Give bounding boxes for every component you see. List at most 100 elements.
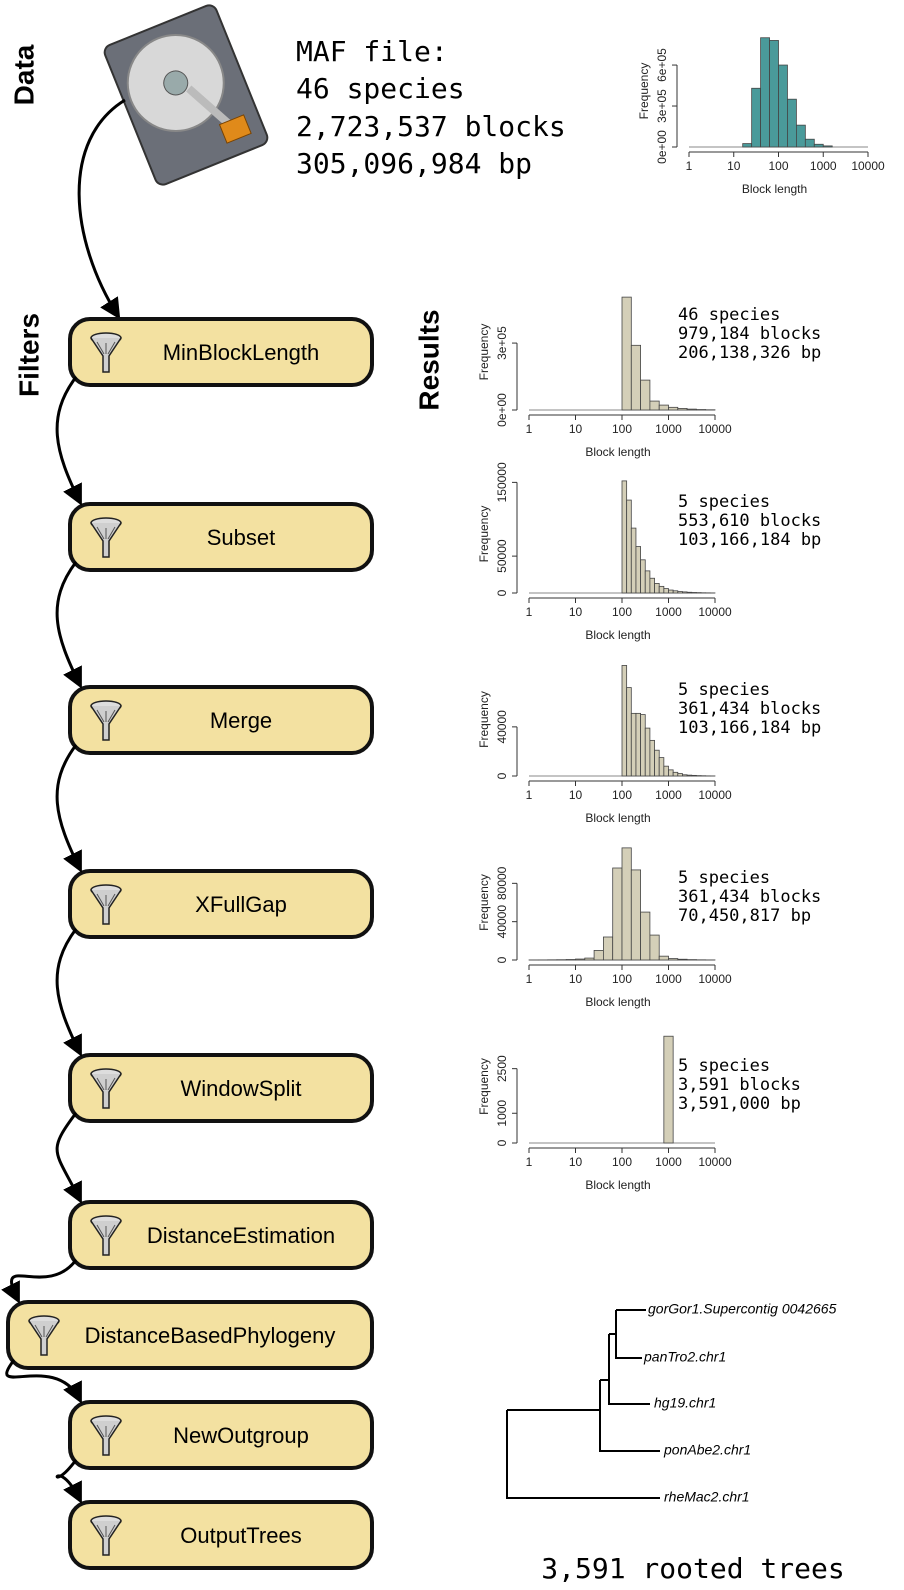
hist-bar [584,957,595,961]
result-stat: 553,610 blocks [678,511,821,531]
section-label: Filters [13,313,44,397]
arrow [55,928,82,1057]
filter-box [68,1200,374,1270]
result-stat: 5 species [678,680,770,700]
x-tick-label: 10000 [698,605,732,619]
arrow [5,1359,82,1404]
hist-bar [658,585,665,594]
x-tick-label: 100 [612,788,632,802]
hist-bar [677,591,683,594]
hist-bar [787,98,797,148]
hist-bar [626,687,632,777]
filter-box [68,1500,374,1570]
arrow [55,1459,82,1504]
result-stat: 979,184 blocks [678,324,821,344]
tree-caption: 3,591 rooted trees [541,1552,844,1585]
x-tick-label: 10000 [698,788,732,802]
hist-bar [621,296,632,411]
filter-box [68,317,374,387]
hist-bar [593,950,604,961]
hist-bar [630,527,637,594]
hist-bar [778,64,788,148]
phylogenetic-tree [506,1309,660,1499]
filter-label: OutputTrees [180,1523,301,1548]
arrow [55,376,82,506]
y-axis-label: Frequency [477,506,491,563]
y-tick-label: 0 [495,589,509,596]
x-tick-label: 100 [768,159,788,173]
result-stat: 103,166,184 bp [678,718,821,738]
x-tick-label: 100 [612,605,632,619]
x-tick-label: 1000 [655,605,682,619]
y-tick-label: 0e+00 [495,393,509,427]
y-tick-label: 3e+05 [495,326,509,360]
x-tick-label: 1000 [810,159,837,173]
y-tick-label: 6e+05 [655,48,669,82]
x-tick-label: 1 [526,788,533,802]
x-tick-label: 10000 [851,159,885,173]
hist-bar [658,404,669,411]
y-tick-label: 80000 [495,866,509,900]
hist-bar [644,570,651,594]
filter-label: XFullGap [195,892,287,917]
hist-bar [796,124,806,148]
y-tick-label: 2500 [495,1055,509,1082]
y-tick-label: 150000 [495,462,509,502]
x-tick-label: 1 [686,159,693,173]
x-axis-label: Block length [585,811,650,825]
y-axis-label: Frequency [637,63,651,120]
result-stat: 5 species [678,492,770,512]
x-tick-label: 10 [569,1155,583,1169]
hist-bar [635,546,642,594]
hist-bar [682,774,688,777]
y-axis-label: Frequency [477,874,491,931]
x-axis-label: Block length [585,445,650,459]
maf-line: MAF file: [296,35,448,68]
result-stat: 361,434 blocks [678,887,821,907]
filter-box [68,502,374,572]
hist-bar [663,765,669,777]
y-tick-label: 40000 [495,905,509,939]
hist-bar [751,87,761,148]
y-axis-label: Frequency [477,691,491,748]
x-tick-label: 10 [569,422,583,436]
hist-bar [640,911,651,961]
filter-label: NewOutgroup [173,1423,309,1448]
maf-line: 46 species [296,72,465,105]
hist-bar [822,145,833,148]
result-stat: 3,591 blocks [678,1075,801,1095]
hist-bar [691,774,697,777]
hist-bar [686,408,697,411]
tree-leaf: ponAbe2.chr1 [663,1442,751,1458]
hist-bar [602,936,614,961]
tree-leaf: panTro2.chr1 [643,1349,726,1365]
x-axis-label: Block length [585,1178,650,1192]
result-stat: 103,166,184 bp [678,530,821,550]
hist-bar [626,499,632,594]
hist-bar [813,143,824,148]
arrow [55,744,82,873]
hist-bar [668,958,679,961]
hist-bar [672,771,679,777]
x-axis-label: Block length [742,182,807,196]
hist-bar [644,727,651,777]
hist-bar [672,590,679,594]
x-tick-label: 10000 [698,422,732,436]
x-tick-label: 10 [569,972,583,986]
hist-bar [658,955,669,961]
hist-bar [682,591,688,594]
hist-bar [654,583,660,594]
filter-label: Merge [210,708,272,733]
filter-label: MinBlockLength [163,340,320,365]
result-stat: 46 species [678,305,780,325]
result-stat: 206,138,326 bp [678,343,821,363]
tree-leaf: hg19.chr1 [654,1395,716,1411]
hist-bar [804,138,815,148]
hard-drive-icon [103,4,269,186]
hist-bar [575,958,586,961]
y-axis-label: Frequency [477,324,491,381]
result-stat: 361,434 blocks [678,699,821,719]
y-tick-label: 0 [495,956,509,963]
x-tick-label: 100 [612,1155,632,1169]
hist-bar [630,344,642,411]
